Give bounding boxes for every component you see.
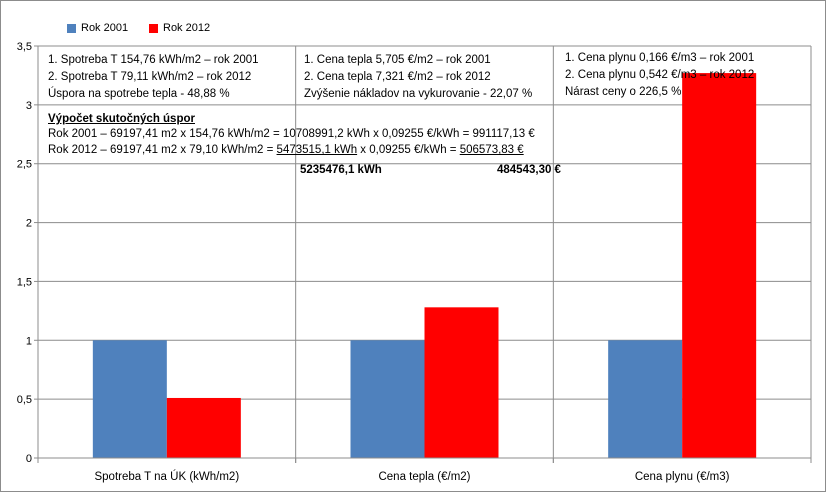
annotation-line: Zvýšenie nákladov na vykurovanie - 22,07… xyxy=(304,88,533,100)
y-tick-label: 2,5 xyxy=(17,159,32,171)
x-category-label: Spotreba T na ÚK (kWh/m2) xyxy=(94,470,239,483)
annotation-heat-price: 1. Cena tepla 5,705 €/m2 – rok 2001 2. C… xyxy=(304,52,532,103)
annotation-gas-price: 1. Cena plynu 0,166 €/m3 – rok 2001 2. C… xyxy=(565,50,754,101)
bar-2001-1 xyxy=(350,340,425,458)
annotation-line: 2. Cena tepla 7,321 €/m2 – rok 2012 xyxy=(304,71,491,83)
annotation-line: 1. Cena plynu 0,166 €/m3 – rok 2001 xyxy=(565,52,755,64)
y-tick-label: 0 xyxy=(26,453,32,465)
legend-label-2012: Rok 2012 xyxy=(163,22,211,34)
annotation-consumption: 1. Spotreba T 154,76 kWh/m2 – rok 2001 2… xyxy=(48,52,259,103)
x-category-label: Cena plynu (€/m3) xyxy=(635,471,730,483)
calc-line-2012: Rok 2012 – 69197,41 m2 x 79,10 kWh/m2 = … xyxy=(48,143,535,159)
calc-total-eur: 484543,30 € xyxy=(497,164,561,176)
legend-item-2012: Rok 2012 xyxy=(149,22,210,34)
x-category-label: Cena tepla (€/m2) xyxy=(378,471,470,483)
annotation-line: 1. Cena tepla 5,705 €/m2 – rok 2001 xyxy=(304,54,491,66)
y-tick-label: 3,5 xyxy=(17,41,32,53)
calc-title: Výpočet skutočných úspor xyxy=(48,113,195,125)
annotation-line: 2. Spotreba T 79,11 kWh/m2 – rok 2012 xyxy=(48,71,252,83)
legend-item-2001: Rok 2001 xyxy=(67,22,128,34)
annotation-line: Nárast ceny o 226,5 % xyxy=(565,86,682,98)
annotation-line: 1. Spotreba T 154,76 kWh/m2 – rok 2001 xyxy=(48,54,259,66)
y-tick-label: 0,5 xyxy=(17,394,32,406)
y-tick-label: 3 xyxy=(26,100,32,112)
bar-2001-0 xyxy=(92,340,167,458)
legend-label-2001: Rok 2001 xyxy=(81,22,129,34)
calc-line-2012-a: Rok 2012 – 69197,41 m2 x 79,10 kWh/m2 = xyxy=(48,144,277,156)
calc-line-2012-eur: 506573,83 € xyxy=(459,144,524,156)
calc-line-2001: Rok 2001 – 69197,41 m2 x 154,76 kWh/m2 =… xyxy=(48,128,535,140)
annotation-line: Úspora na spotrebe tepla - 48,88 % xyxy=(48,88,230,100)
legend-swatch-2001 xyxy=(67,23,76,33)
calc-line-2012-c: x 0,09255 €/kWh = xyxy=(357,144,460,156)
annotation-savings-calculation: Výpočet skutočných úspor Rok 2001 – 6919… xyxy=(48,112,535,159)
bar-2012-2 xyxy=(682,73,757,459)
calc-total-kwh: 5235476,1 kWh xyxy=(300,164,382,176)
calc-line-2012-kwh: 5473515,1 kWh xyxy=(276,144,358,156)
y-tick-label: 1 xyxy=(26,335,32,347)
y-tick-label: 1,5 xyxy=(17,276,32,288)
y-tick-label: 2 xyxy=(26,218,32,230)
bar-2012-0 xyxy=(166,397,241,458)
annotation-line: 2. Cena plynu 0,542 €/m3 – rok 2012 xyxy=(565,69,755,81)
bar-2012-1 xyxy=(424,307,499,458)
legend-swatch-2012 xyxy=(149,23,158,33)
bar-2001-2 xyxy=(608,340,683,458)
